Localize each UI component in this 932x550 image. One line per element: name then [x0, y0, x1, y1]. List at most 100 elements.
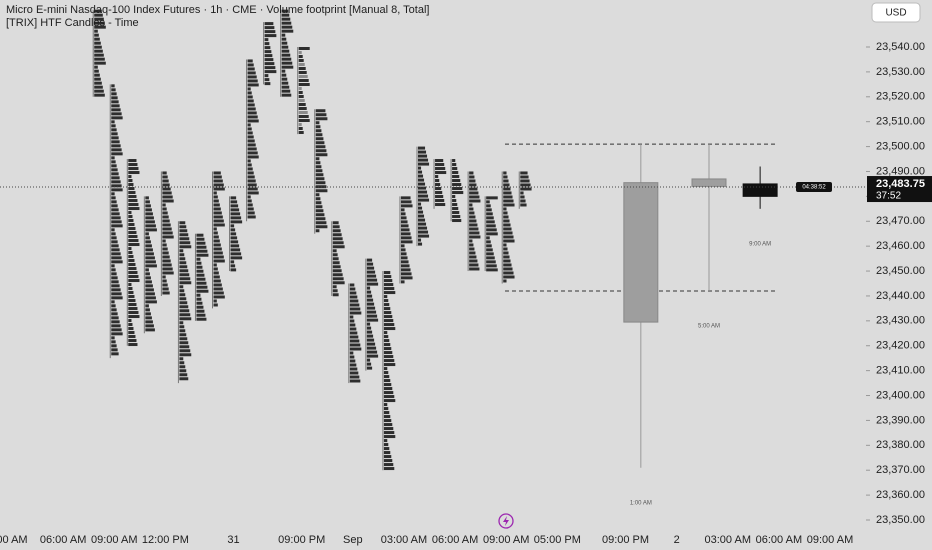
footprint-cell — [111, 296, 123, 300]
x-tick-label: 03:00 AM — [705, 534, 751, 546]
footprint-cell — [469, 187, 478, 191]
footprint-cell — [162, 175, 168, 179]
footprint-cell — [145, 292, 155, 296]
footprint-cell — [315, 109, 326, 113]
footprint-cell — [128, 235, 138, 239]
footprint-cell — [315, 153, 328, 157]
footprint-cell — [332, 293, 339, 297]
footprint-cell — [469, 203, 473, 207]
footprint-cell — [503, 199, 514, 203]
footprint-cell — [435, 167, 446, 171]
footprint-cell — [418, 210, 424, 214]
footprint-cells — [111, 84, 123, 356]
footprint-cell — [520, 171, 528, 175]
footprint-cell — [111, 160, 116, 164]
footprint-cell — [162, 279, 167, 283]
x-tick-label: 09:00 AM — [483, 534, 529, 546]
footprint-cell — [128, 343, 138, 347]
footprint-cell — [145, 284, 153, 288]
footprint-cell — [179, 277, 191, 281]
footprint-cell — [383, 415, 391, 419]
footprint-cell — [213, 243, 221, 247]
footprint-cell — [128, 167, 139, 171]
footprint-cell — [332, 221, 339, 225]
footprint-cell — [349, 343, 361, 347]
footprint-cell — [111, 140, 120, 144]
footprint-cell — [315, 137, 324, 141]
footprint-cell — [179, 333, 187, 337]
footprint-cell — [111, 188, 123, 192]
footprint-cell — [179, 309, 190, 313]
footprint-cell — [247, 187, 258, 191]
footprint-cell — [383, 403, 388, 407]
footprint-cell — [94, 85, 103, 89]
y-tick-label: 23,540.00 — [876, 41, 925, 53]
footprint-cell — [383, 407, 389, 411]
footprint-cell — [213, 299, 217, 303]
footprint-cell — [111, 112, 122, 116]
footprint-cell — [111, 320, 120, 324]
footprint-cell — [332, 261, 340, 265]
footprint-cell — [213, 199, 219, 203]
footprint-cell — [383, 351, 393, 355]
footprint-cell — [145, 244, 152, 248]
currency-button[interactable] — [871, 2, 921, 23]
footprint-cell — [503, 259, 511, 263]
footprint-cell — [179, 337, 188, 341]
footprint-cell — [179, 365, 186, 369]
footprint-cell — [469, 263, 479, 267]
footprint-cell — [332, 241, 344, 245]
footprint-cell — [196, 289, 209, 293]
footprint-cell — [418, 194, 429, 198]
footprint-cell — [486, 244, 492, 248]
footprint-cell — [349, 379, 361, 383]
footprint-cells — [315, 109, 328, 233]
footprint-cell — [400, 280, 405, 284]
footprint-cell — [196, 233, 204, 237]
footprint-cell — [383, 291, 396, 295]
footprint-cell — [383, 383, 392, 387]
footprint-cell — [145, 304, 149, 308]
footprint-cell — [111, 352, 119, 356]
footprint-cell — [145, 256, 155, 260]
footprint-cell — [486, 248, 493, 252]
footprint-cells — [94, 9, 106, 97]
footprint-cell — [332, 289, 338, 293]
footprint-cell — [383, 323, 395, 327]
footprint-cell — [469, 171, 474, 175]
footprint-cell — [366, 298, 374, 302]
footprint-cell — [418, 158, 429, 162]
footprint-cell — [315, 193, 320, 197]
events-icon[interactable] — [498, 513, 514, 529]
chart-title: Micro E-mini Nasdaq-100 Index Futures · … — [6, 4, 429, 16]
footprint-cell — [247, 159, 251, 163]
footprint-cell — [128, 271, 138, 275]
footprint-cell — [94, 53, 104, 57]
footprint-cell — [281, 21, 292, 25]
footprint-cell — [452, 175, 460, 179]
footprint-cell — [111, 284, 120, 288]
footprint-cell — [247, 207, 254, 211]
footprint-cell — [179, 373, 188, 377]
footprint-cell — [162, 219, 170, 223]
footprint-cell — [366, 354, 379, 358]
footprint-cell — [179, 321, 184, 325]
footprint-cell — [94, 25, 106, 29]
footprint-cell — [298, 47, 310, 50]
footprint-cell — [332, 285, 337, 289]
y-tick-label: 23,530.00 — [876, 66, 925, 78]
footprint-cell — [383, 319, 394, 323]
footprint-cell — [349, 319, 355, 323]
footprint-cell — [213, 227, 217, 231]
footprint-cell — [332, 269, 342, 273]
footprint-cell — [383, 431, 395, 435]
footprint-cell — [111, 168, 118, 172]
footprint-cell — [503, 227, 512, 231]
footprint-cell — [94, 17, 104, 21]
footprint-cell — [111, 196, 116, 200]
footprint-cell — [298, 131, 304, 134]
footprint-cell — [196, 309, 205, 313]
footprint-cell — [128, 199, 138, 203]
footprint-cell — [128, 307, 138, 311]
